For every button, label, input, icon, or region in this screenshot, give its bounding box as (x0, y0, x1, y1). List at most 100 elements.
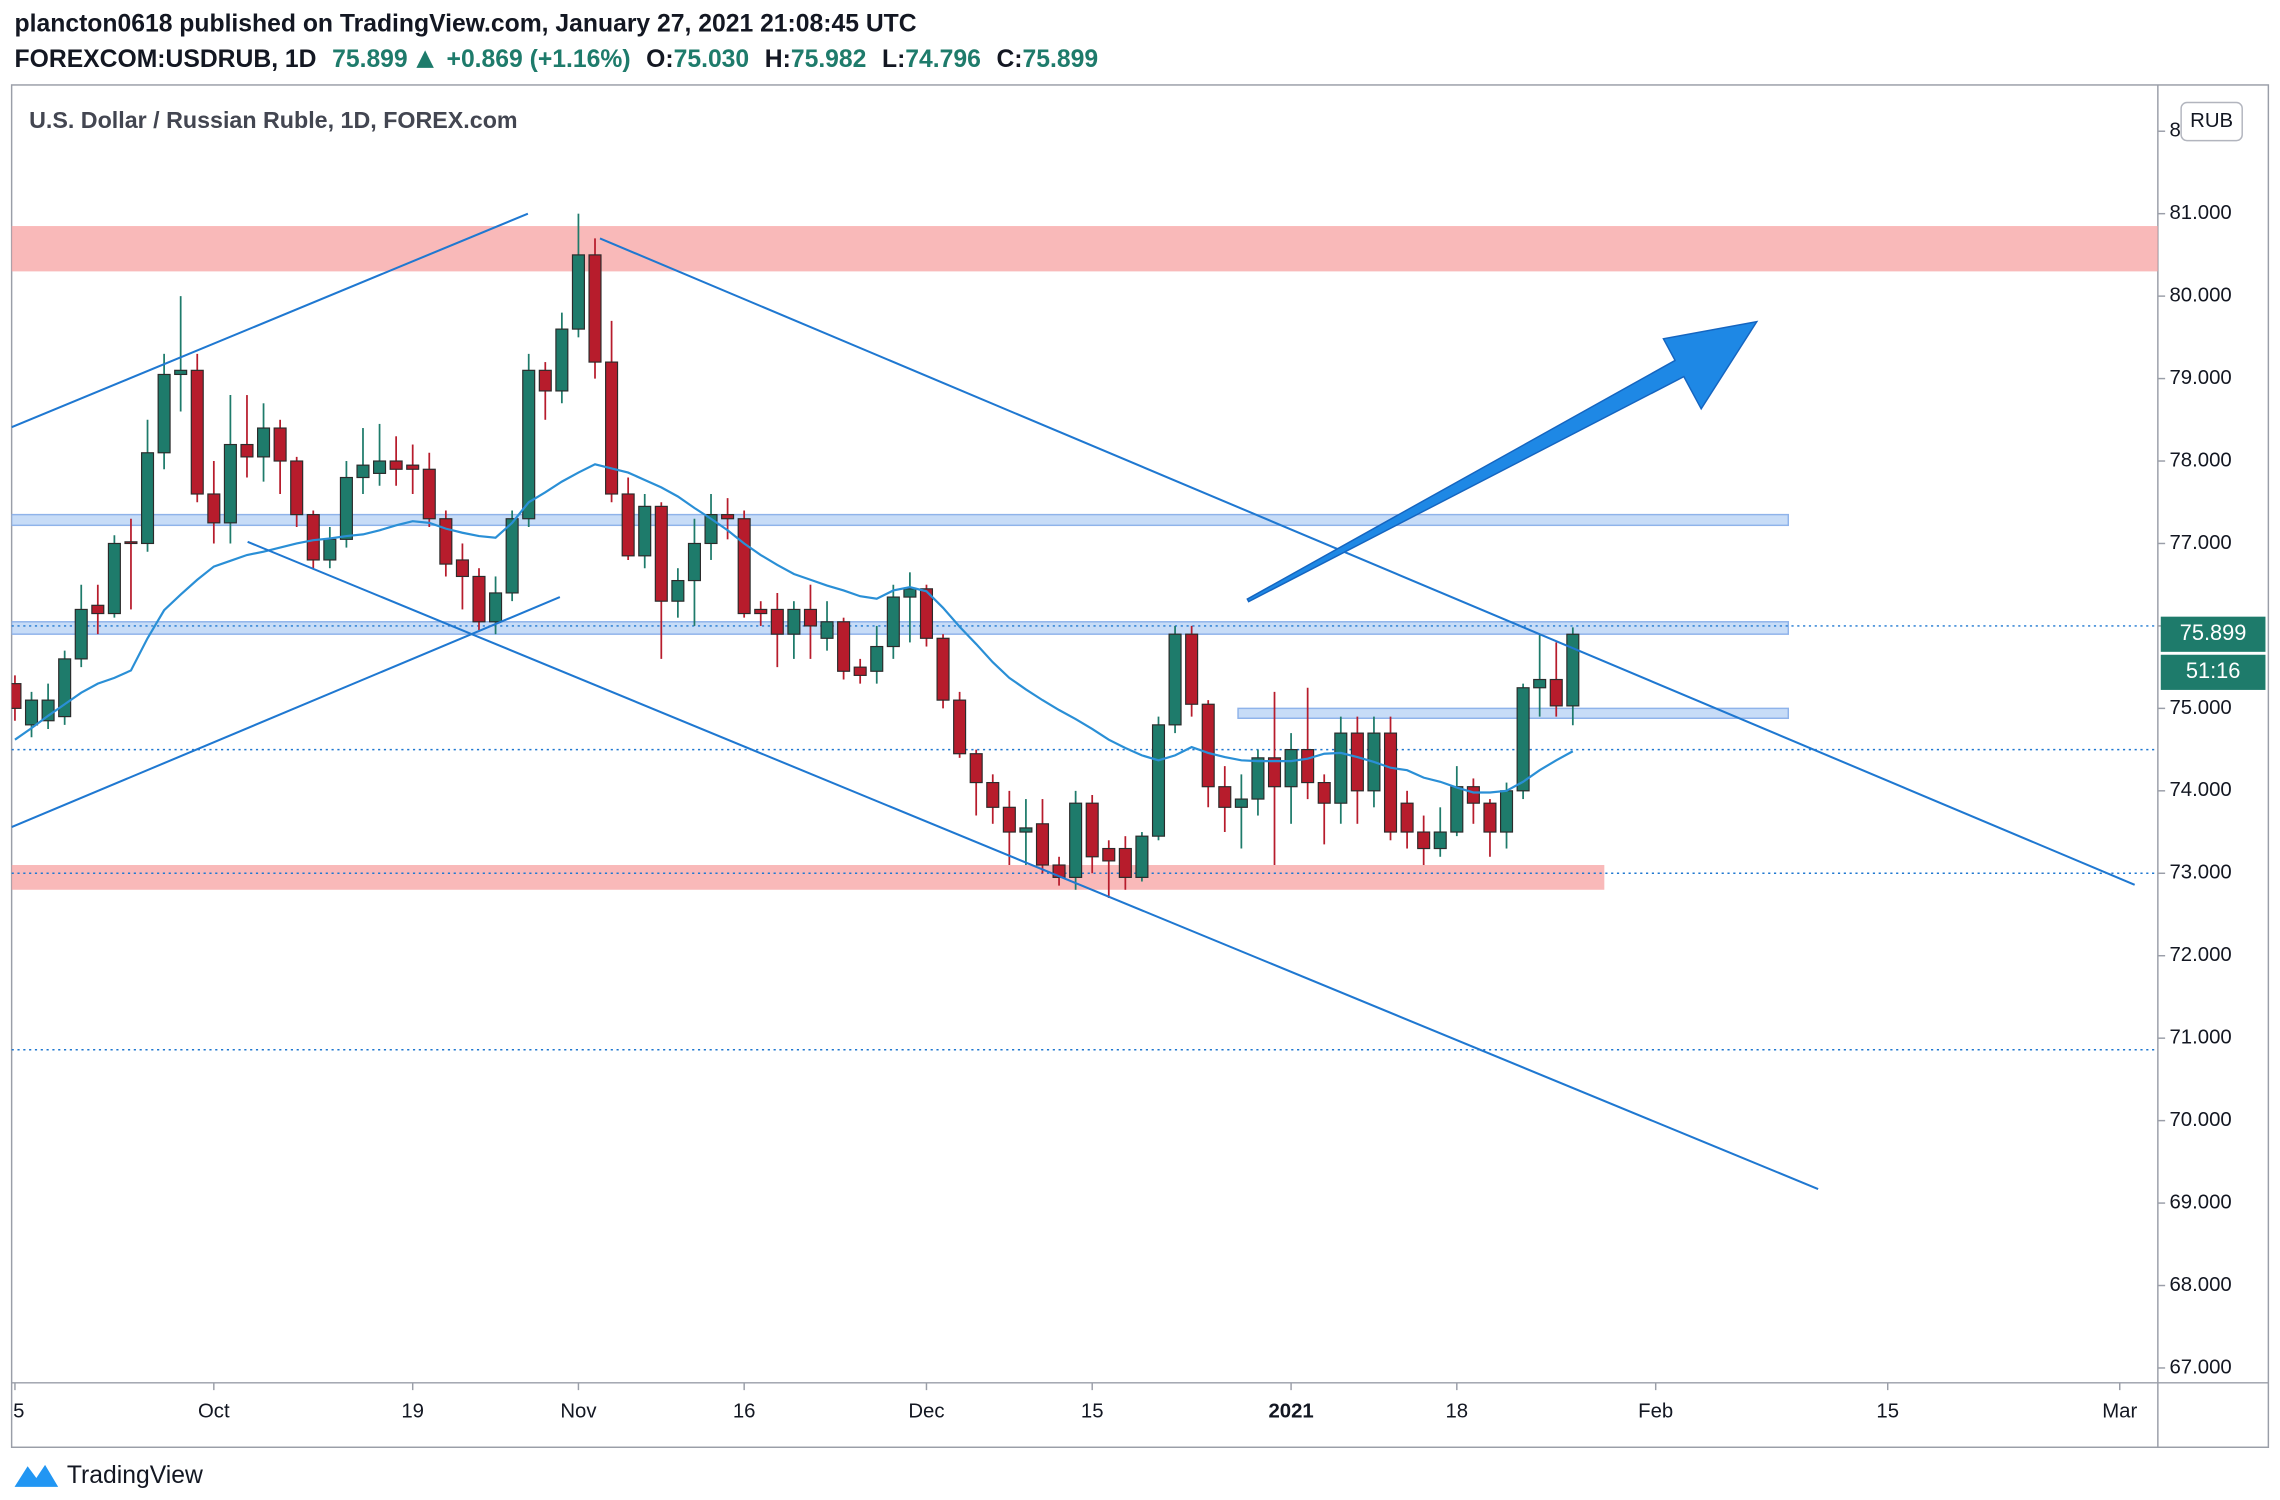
y-tick-label: 74.000 (2169, 779, 2231, 801)
candle-body (422, 468, 436, 520)
candle-body (1350, 732, 1364, 792)
up-triangle (416, 50, 434, 68)
candle-body (406, 464, 420, 470)
candle-body (605, 361, 619, 495)
zone (11, 226, 2158, 272)
y-tick-label: 77.000 (2169, 532, 2231, 554)
candle-body (1516, 687, 1530, 792)
candle-body (140, 452, 155, 545)
y-tick-label: 73.000 (2169, 862, 2231, 884)
candle-body (837, 621, 851, 672)
candle-body (124, 541, 138, 545)
candle-body (1135, 835, 1149, 878)
candle-body (870, 645, 884, 672)
candle-body (107, 542, 121, 615)
candle-body (903, 588, 917, 598)
zone (11, 865, 1605, 890)
y-tick-label: 70.000 (2169, 1109, 2231, 1131)
candle-body (1566, 633, 1580, 707)
candle-body (571, 254, 585, 330)
candle-body (671, 579, 685, 602)
candle-body (1069, 802, 1083, 878)
candle-body (1234, 798, 1248, 808)
countdown-label: 51:16 (2186, 658, 2241, 683)
candle-body (522, 369, 536, 520)
candle-body (1251, 757, 1265, 800)
candle-body (588, 254, 602, 363)
last-price-badge (2160, 616, 2266, 652)
x-tick-label: Nov (560, 1400, 597, 1422)
candle-body (74, 608, 88, 660)
y-tick-label: 72.000 (2169, 944, 2231, 966)
axes: 67.000 68.000 69.000 70.000 71.000 72.000 73.0… (13, 120, 2266, 1423)
candle-body (1483, 802, 1497, 833)
candle-body (11, 683, 22, 709)
candle-body (24, 699, 39, 726)
candle-body (820, 621, 834, 639)
candle-body (1102, 847, 1116, 862)
currency-label[interactable]: RUB (2190, 110, 2233, 132)
candle-body (1002, 806, 1016, 833)
currency-button[interactable] (2180, 101, 2243, 142)
candle-body (174, 369, 188, 376)
candle-body (936, 637, 950, 701)
chart-frame (10, 84, 2270, 1448)
close-label: C: (996, 46, 1022, 73)
candle-body (1317, 781, 1331, 804)
candle-body (737, 518, 751, 615)
candle-body (323, 538, 337, 561)
high-value: 75.982 (791, 46, 867, 73)
low-value: 74.796 (905, 46, 981, 73)
x-tick-label: 18 (1445, 1400, 1468, 1422)
x-tick-label: Mar (2102, 1400, 2137, 1422)
trendline (247, 540, 1819, 1191)
candle-body (489, 592, 503, 623)
candle-body (803, 608, 818, 627)
candle-body (256, 427, 271, 458)
candle-body (1201, 703, 1215, 788)
candle-body (505, 518, 519, 594)
y-tick-label: 71.000 (2169, 1027, 2231, 1049)
candle-body (1499, 790, 1514, 833)
x-tick-label: 2021 (1268, 1400, 1313, 1422)
countdown-badge (2160, 654, 2266, 690)
candle-body (1185, 633, 1199, 705)
candle-body (290, 460, 304, 516)
symbol: FOREXCOM:USDRUB, 1D (15, 46, 317, 73)
last-price: 75.899 (332, 46, 408, 73)
candle-body (273, 427, 287, 462)
last-price-label: 75.899 (2180, 620, 2247, 645)
candle-body (1301, 749, 1315, 784)
logo-icon (14, 1464, 59, 1487)
change: +0.869 (+1.16%) (447, 46, 631, 73)
candle-body (1019, 827, 1033, 833)
high-label: H: (765, 46, 791, 73)
candle-body (986, 781, 1000, 808)
candle-body (1267, 757, 1282, 788)
trendline (11, 212, 529, 429)
candle-body (157, 373, 171, 454)
zone (11, 621, 1790, 635)
x-tick-label: Dec (908, 1400, 944, 1422)
x-tick-label: 15 (1876, 1400, 1899, 1422)
candle-body (953, 699, 967, 755)
arrow (1246, 320, 1759, 603)
x-tick-label: Oct (198, 1400, 230, 1422)
candle-body (1085, 802, 1099, 858)
candle-body (1035, 823, 1050, 866)
y-tick-label: 68.000 (2169, 1274, 2231, 1296)
candle-body (1433, 831, 1447, 850)
y-tick-label: 78.000 (2169, 449, 2231, 471)
zone (11, 513, 1790, 527)
y-tick-label: 67.000 (2169, 1356, 2231, 1378)
x-tick-label: 16 (733, 1400, 756, 1422)
candle-body (1533, 678, 1547, 689)
candle-body (555, 328, 569, 392)
candle-body (472, 575, 486, 623)
candle-body (455, 559, 469, 578)
candle-body (356, 464, 370, 479)
y-tick-label: 79.000 (2169, 367, 2231, 389)
candle-body (339, 476, 353, 540)
candle-body (373, 460, 387, 474)
